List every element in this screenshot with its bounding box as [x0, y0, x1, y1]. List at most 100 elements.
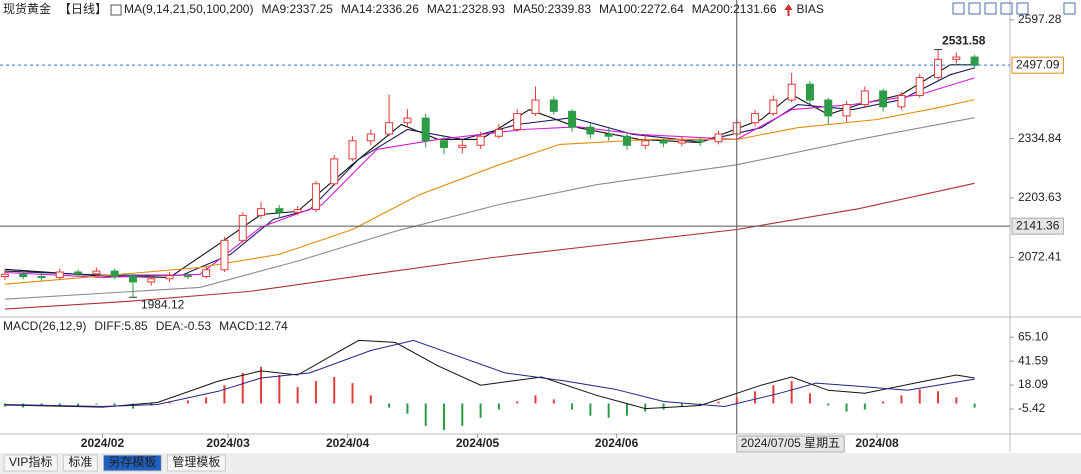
- macd-histogram-bar: [534, 395, 537, 404]
- macd-histogram-bar: [223, 385, 226, 404]
- legend-entry: MA100:2272.64: [599, 2, 684, 16]
- macd-histogram-bar: [589, 403, 592, 416]
- macd-histogram-bar: [516, 401, 519, 404]
- macd-histogram-bar: [205, 397, 208, 404]
- crosshair-price-box: [1011, 217, 1064, 235]
- macd-histogram-bar: [882, 401, 885, 404]
- macd-histogram-bar: [827, 403, 830, 406]
- moving-average-line: [4, 182, 975, 310]
- candle-body: [677, 140, 686, 144]
- candle-body: [55, 271, 64, 278]
- candle-body: [842, 104, 851, 117]
- macd-histogram-bar: [369, 395, 372, 404]
- candle-body: [403, 117, 412, 124]
- crosshair-price-label: 2141.36: [1016, 218, 1060, 232]
- candle-body: [165, 275, 174, 280]
- candle-body: [421, 117, 430, 142]
- toolbar-button-label[interactable]: 另存模板: [108, 455, 156, 469]
- toolbar-button-label[interactable]: 标准: [68, 455, 92, 469]
- candle-body: [604, 133, 613, 137]
- candle-body: [531, 99, 540, 115]
- candle-body: [19, 273, 28, 278]
- legend-entry: MA50:2339.83: [513, 2, 591, 16]
- macd-histogram-bar: [260, 366, 263, 404]
- candle-body: [183, 275, 192, 278]
- candle-body: [311, 183, 320, 211]
- toolbar-button[interactable]: [62, 454, 98, 472]
- candle-body: [824, 99, 833, 117]
- macd-histogram-bar: [424, 403, 427, 426]
- legend-entry: MA21:2328.93: [427, 2, 505, 16]
- icon[interactable]: [952, 2, 965, 15]
- icon[interactable]: [984, 2, 997, 15]
- macd-histogram-bar: [131, 403, 134, 409]
- candle-body: [330, 158, 339, 185]
- y-tick-label: 2203.63: [1018, 190, 1062, 204]
- moving-average-line: [4, 117, 975, 300]
- macd-histogram-bar: [552, 399, 555, 404]
- macd-histogram-bar: [351, 383, 354, 404]
- toolbar-button-label[interactable]: VIP指标: [9, 454, 52, 469]
- moving-average-line: [4, 99, 975, 285]
- macd-histogram-bar: [95, 403, 98, 405]
- moving-average-line: [4, 77, 975, 278]
- last-price-label: 2497.09: [1016, 57, 1060, 71]
- candle-body: [147, 278, 156, 283]
- candle-body: [934, 58, 943, 78]
- candle-body: [293, 209, 302, 213]
- icon[interactable]: [968, 2, 981, 15]
- legend-entry: MA9:2337.25: [261, 2, 333, 16]
- candle-body: [275, 208, 284, 213]
- macd-histogram-bar: [680, 403, 683, 407]
- period-label: 【日线】: [59, 2, 107, 16]
- candle-body: [128, 276, 137, 283]
- y-tick-label: 2072.41: [1018, 250, 1062, 264]
- candle-body: [385, 122, 394, 135]
- legend-entry: MA14:2336.26: [341, 2, 419, 16]
- candle-body: [622, 135, 631, 146]
- macd-histogram-bar: [3, 403, 6, 407]
- candle-body: [476, 135, 485, 146]
- toolbar-button-label[interactable]: 管理模板: [172, 454, 220, 469]
- candle-body: [751, 113, 760, 124]
- window-icons: [952, 2, 1076, 15]
- y-tick-label: -5.42: [1018, 401, 1046, 415]
- candle-body: [568, 110, 577, 128]
- candle-body: [92, 270, 101, 275]
- high-marker-label: 2531.58: [942, 34, 986, 48]
- candle-body: [0, 273, 9, 278]
- candle-body: [348, 140, 357, 160]
- y-tick-label: 2334.84: [1018, 131, 1062, 145]
- candle-body: [257, 208, 266, 216]
- macd-histogram-bar: [607, 403, 610, 418]
- icon[interactable]: [1000, 2, 1013, 15]
- y-tick-label: 18.09: [1018, 377, 1048, 391]
- icon[interactable]: [1063, 2, 1076, 15]
- macd-histogram-bar: [40, 403, 43, 406]
- candle-body: [366, 133, 375, 142]
- candle-body: [513, 113, 522, 130]
- candle-body: [769, 99, 778, 115]
- candle-body: [458, 144, 467, 149]
- candle-body: [915, 76, 924, 97]
- macd-histogram-bar: [644, 403, 647, 412]
- macd-histogram-bar: [333, 377, 336, 404]
- macd-histogram-bar: [461, 403, 464, 426]
- macd-histogram-bar: [937, 391, 940, 404]
- legend-entry: DIFF:5.85: [94, 319, 148, 333]
- toolbar-button[interactable]: [166, 454, 226, 472]
- legend-entry: MACD:12.74: [219, 319, 288, 333]
- macd-histogram-bar: [571, 403, 574, 410]
- candle-body: [970, 56, 979, 66]
- candle-body: [549, 99, 558, 112]
- toolbar-button[interactable]: [3, 454, 58, 472]
- icon[interactable]: [1016, 2, 1029, 15]
- macd-histogram-bar: [900, 395, 903, 404]
- x-tick-label: 2024/06: [595, 436, 639, 450]
- candle-body: [37, 276, 46, 279]
- macd-histogram-bar: [168, 401, 171, 404]
- toolbar-button[interactable]: [102, 454, 162, 472]
- candle-body: [641, 140, 650, 146]
- macd-histogram-bar: [754, 391, 757, 404]
